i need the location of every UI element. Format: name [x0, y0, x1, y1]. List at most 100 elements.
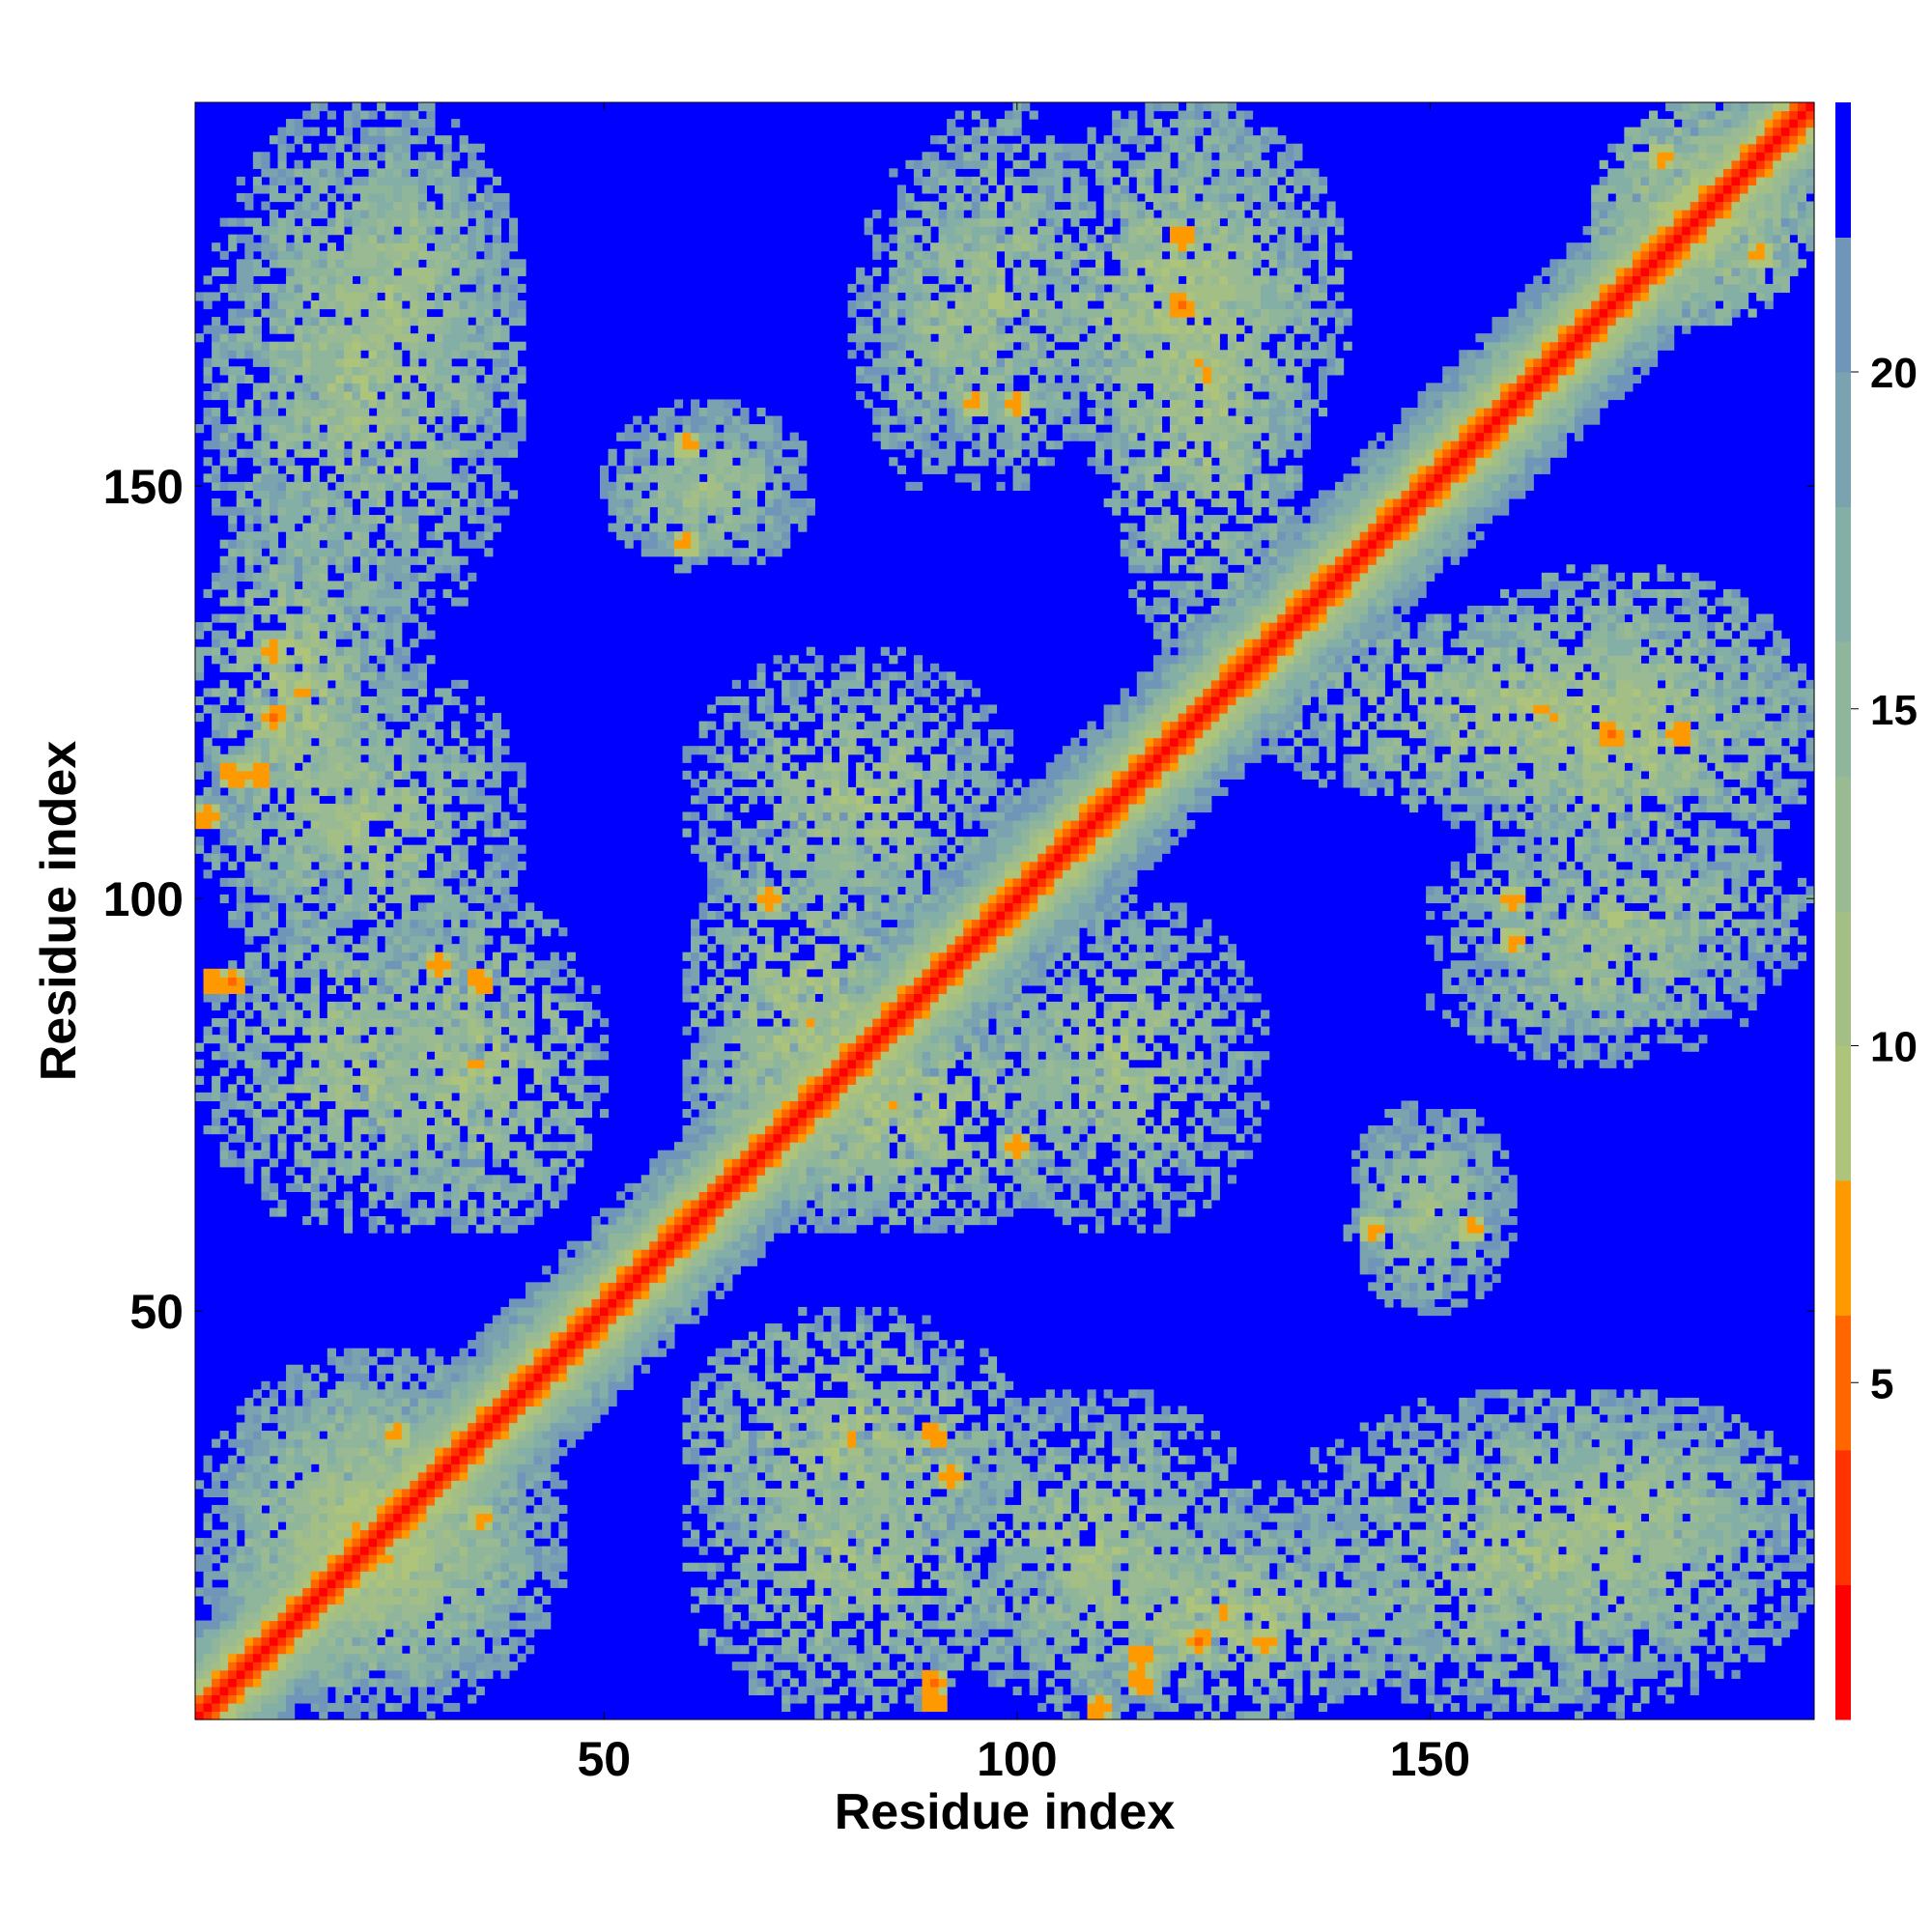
- heatmap-cell: [335, 531, 345, 541]
- heatmap-cell: [294, 646, 303, 656]
- heatmap-cell: [352, 1092, 361, 1102]
- heatmap-cell: [286, 737, 296, 747]
- heatmap-cell: [352, 630, 361, 639]
- heatmap-cell: [459, 877, 469, 887]
- heatmap-cell: [468, 1158, 477, 1168]
- heatmap-cell: [401, 1447, 411, 1457]
- heatmap-cell: [368, 1571, 378, 1580]
- heatmap-cell: [277, 655, 287, 665]
- heatmap-cell: [310, 597, 320, 607]
- heatmap-cell: [360, 1389, 370, 1399]
- heatmap-cell: [417, 242, 428, 252]
- heatmap-cell: [451, 275, 461, 285]
- heatmap-cell: [484, 1224, 494, 1234]
- heatmap-cell: [384, 317, 394, 327]
- heatmap-cell: [426, 1578, 436, 1588]
- heatmap-cell: [343, 1224, 354, 1234]
- heatmap-cell: [459, 737, 469, 747]
- heatmap-cell: [294, 1636, 303, 1646]
- heatmap-cell: [401, 1348, 411, 1357]
- heatmap-cell: [352, 605, 361, 615]
- heatmap-cell: [393, 811, 403, 821]
- heatmap-cell: [434, 853, 444, 863]
- heatmap-cell: [393, 1422, 403, 1432]
- heatmap-cell: [393, 176, 403, 186]
- heatmap-cell: [384, 1645, 394, 1655]
- heatmap-cell: [219, 1645, 229, 1655]
- heatmap-cell: [277, 646, 287, 656]
- heatmap-cell: [294, 531, 303, 541]
- heatmap-cell: [360, 259, 370, 269]
- heatmap-cell: [459, 1142, 469, 1151]
- heatmap-cell: [228, 663, 238, 672]
- heatmap-cell: [327, 1158, 336, 1168]
- heatmap-cell: [468, 1611, 477, 1622]
- heatmap-cell: [368, 1504, 378, 1515]
- heatmap-cell: [286, 919, 296, 928]
- heatmap-cell: [368, 1702, 378, 1713]
- heatmap-cell: [368, 1035, 378, 1044]
- heatmap-cell: [442, 1018, 452, 1028]
- heatmap-cell: [319, 1571, 328, 1580]
- heatmap-cell: [327, 721, 336, 730]
- heatmap-cell: [203, 1620, 213, 1630]
- heatmap-cell: [277, 844, 287, 854]
- heatmap-cell: [401, 1504, 411, 1515]
- heatmap-cell: [261, 457, 270, 467]
- heatmap-cell: [335, 1463, 345, 1473]
- heatmap-cell: [484, 523, 494, 532]
- heatmap-cell: [451, 292, 461, 301]
- heatmap-cell: [368, 811, 378, 821]
- heatmap-cell: [310, 1578, 320, 1588]
- heatmap-cell: [219, 1026, 229, 1036]
- heatmap-cell: [219, 1694, 229, 1704]
- heatmap-cell: [492, 1018, 501, 1028]
- heatmap-cell: [302, 729, 312, 739]
- heatmap-cell: [360, 217, 370, 227]
- heatmap-cell: [492, 1216, 501, 1226]
- heatmap-cell: [393, 795, 403, 805]
- heatmap-cell: [343, 622, 354, 632]
- heatmap-cell: [252, 572, 263, 582]
- heatmap-cell: [393, 1059, 403, 1068]
- heatmap-cell: [319, 440, 328, 450]
- heatmap-cell: [236, 1711, 245, 1720]
- heatmap-cell: [401, 1595, 411, 1605]
- heatmap-cell: [475, 1348, 485, 1357]
- heatmap-cell: [451, 325, 461, 334]
- heatmap-cell: [212, 713, 221, 723]
- heatmap-cell: [377, 539, 386, 549]
- heatmap-cell: [335, 837, 345, 846]
- heatmap-cell: [377, 1150, 386, 1159]
- heatmap-cell: [426, 935, 436, 945]
- heatmap-cell: [203, 1578, 213, 1588]
- heatmap-cell: [442, 1636, 452, 1646]
- heatmap-cell: [492, 1463, 501, 1473]
- heatmap-cell: [393, 424, 403, 434]
- heatmap-cell: [451, 1001, 461, 1011]
- heatmap-cell: [327, 1438, 336, 1448]
- heatmap-cell: [451, 1182, 461, 1192]
- heatmap-cell: [393, 1496, 403, 1506]
- heatmap-cell: [236, 853, 245, 863]
- heatmap-cell: [327, 919, 336, 928]
- heatmap-cell: [475, 168, 485, 178]
- heatmap-cell: [426, 250, 436, 260]
- heatmap-cell: [393, 481, 403, 492]
- heatmap-cell: [377, 704, 386, 714]
- heatmap-cell: [236, 333, 245, 343]
- heatmap-cell: [417, 506, 428, 516]
- heatmap-cell: [261, 877, 270, 887]
- heatmap-cell: [442, 902, 452, 912]
- heatmap-cell: [492, 1182, 501, 1192]
- heatmap-cell: [252, 837, 263, 846]
- heatmap-cell: [417, 399, 428, 409]
- heatmap-cell: [277, 242, 287, 252]
- heatmap-cell: [475, 1529, 485, 1539]
- heatmap-cell: [236, 713, 245, 723]
- heatmap-cell: [360, 127, 370, 136]
- heatmap-cell: [434, 1538, 444, 1548]
- heatmap-cell: [459, 1422, 469, 1432]
- heatmap-cell: [343, 1504, 354, 1515]
- heatmap-cell: [426, 1521, 436, 1531]
